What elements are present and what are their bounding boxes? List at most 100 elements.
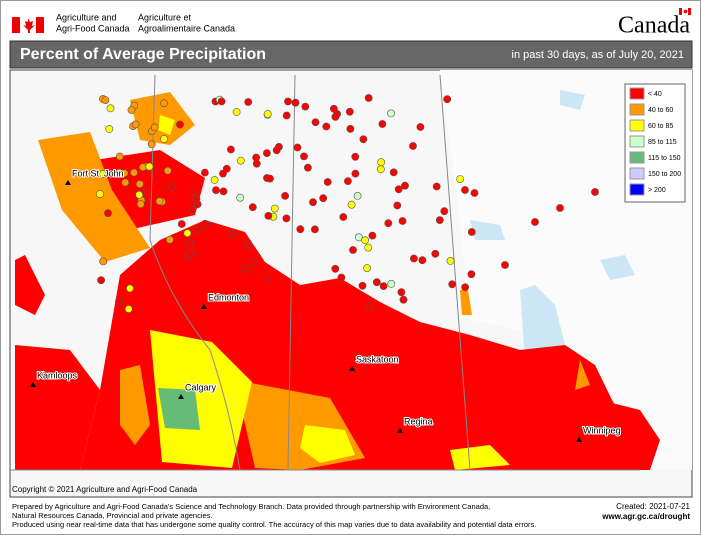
canada-wordmark: Canada — [618, 13, 690, 39]
station-dot — [147, 140, 156, 149]
station-dot — [461, 186, 469, 194]
station-dot — [104, 209, 112, 218]
url: www.agr.gc.ca/drought — [601, 512, 690, 521]
station-dot — [470, 189, 479, 197]
legend-label: 115 to 150 — [648, 155, 681, 162]
legend-swatch — [629, 135, 645, 148]
station-dot — [319, 194, 328, 203]
borders — [10, 74, 640, 471]
station-dot — [145, 162, 154, 171]
station-dot — [282, 111, 291, 120]
station-dot — [163, 166, 172, 175]
legend-label: 85 to 115 — [648, 139, 677, 146]
station-dot — [136, 200, 145, 209]
mid-precip — [38, 92, 590, 470]
station-dot — [236, 156, 245, 165]
legend-label: > 200 — [648, 187, 666, 194]
station-dot — [192, 195, 201, 204]
map: Fort St. John Edmonton Kamloops Calgary Sask… — [9, 69, 693, 498]
station-dot — [106, 104, 115, 113]
station-dot — [124, 305, 133, 313]
city-label: Calgary — [185, 382, 217, 392]
station-dot — [252, 159, 261, 168]
station-dot — [448, 280, 457, 289]
station-dot — [440, 207, 449, 216]
agency-fr: Agroalimentaire Canada — [138, 23, 235, 33]
station-dot — [245, 241, 254, 250]
legend-label: 60 to 85 — [648, 123, 673, 130]
station-dot — [379, 282, 388, 290]
station-dot — [185, 238, 194, 247]
stations — [96, 94, 599, 313]
station-dot — [248, 258, 257, 266]
station-dot — [96, 190, 104, 198]
legend-swatch — [629, 167, 645, 180]
station-dot — [98, 170, 107, 179]
station-dot — [351, 152, 360, 161]
station-dot — [591, 188, 599, 196]
station-dot — [346, 124, 355, 133]
city-label: Kamloops — [37, 370, 78, 380]
city-marker — [201, 304, 207, 309]
station-dot — [354, 233, 363, 242]
station-dot — [446, 256, 455, 265]
station-dot — [217, 97, 226, 106]
station-dot — [262, 275, 271, 284]
station-dot — [378, 120, 387, 128]
city-marker — [65, 180, 71, 185]
station-dot — [337, 273, 346, 282]
station-dot — [219, 187, 228, 196]
station-dot — [115, 297, 123, 306]
station-dot — [556, 204, 564, 212]
station-dot — [435, 216, 444, 224]
station-dot — [349, 246, 357, 254]
station-dot — [531, 218, 539, 226]
station-dot — [331, 113, 340, 121]
station-dot — [376, 165, 385, 174]
city-label: Regina — [404, 416, 433, 426]
station-dot — [222, 164, 231, 173]
station-dot — [281, 191, 289, 200]
station-dot — [432, 182, 441, 191]
title: Percent of Average Precipitation — [20, 46, 266, 63]
footer-line: Natural Resources Canada, Provincial and… — [12, 511, 213, 520]
station-dot — [138, 163, 147, 172]
station-dot — [248, 203, 257, 212]
station-dot — [398, 217, 407, 225]
station-dot — [361, 236, 369, 245]
station-dot — [331, 264, 340, 273]
station-dot — [193, 226, 201, 235]
city-marker — [397, 428, 403, 433]
cities: Fort St. John Edmonton Kamloops Calgary Sask… — [30, 167, 622, 442]
station-dot — [165, 235, 174, 244]
station-dot — [501, 261, 509, 269]
copyright: Copyright © 2021 Agriculture and Agri-Fo… — [12, 485, 198, 494]
station-dot — [431, 249, 440, 258]
station-dot — [387, 279, 396, 288]
station-dot — [244, 98, 253, 106]
city-label: Fort St. John — [72, 168, 124, 178]
station-dot — [272, 146, 281, 155]
station-dot — [160, 99, 168, 108]
city-marker — [576, 437, 582, 442]
city-marker — [30, 382, 36, 387]
station-dot — [293, 143, 302, 152]
station-dot — [363, 264, 371, 273]
station-dot — [296, 225, 305, 234]
station-dot — [115, 168, 124, 177]
city-label: Saskatoon — [356, 354, 399, 364]
station-dot — [262, 149, 271, 157]
legend-swatch — [629, 119, 645, 132]
subtitle: in past 30 days, as of July 20, 2021 — [512, 49, 684, 61]
legend-swatch — [629, 151, 645, 164]
legend-label: < 40 — [648, 91, 662, 98]
station-dot — [236, 193, 245, 202]
station-dot — [364, 94, 373, 102]
station-dot — [264, 211, 273, 220]
legend: < 40 40 to 60 60 to 85 85 to 115 115 to 150 1… — [624, 83, 686, 203]
station-dot — [177, 220, 186, 228]
station-dot — [115, 152, 124, 161]
station-dot — [358, 281, 367, 290]
station-dot — [409, 254, 418, 263]
